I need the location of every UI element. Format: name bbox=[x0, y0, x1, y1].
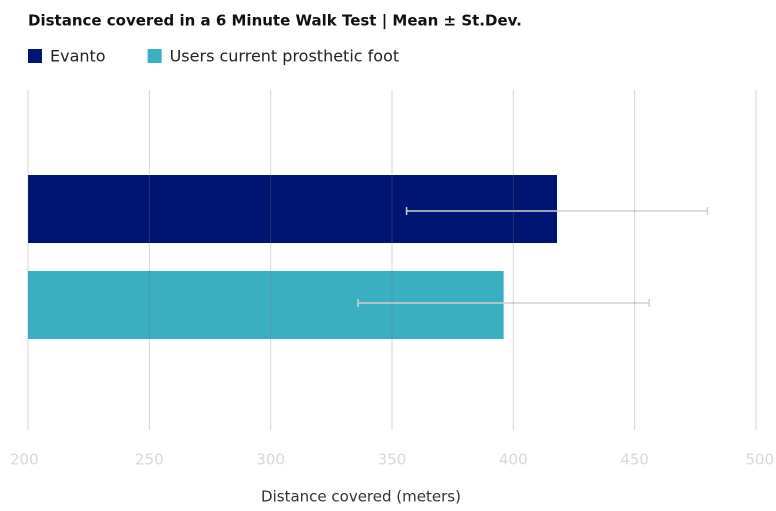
x-axis-label: Distance covered (meters) bbox=[261, 488, 461, 506]
x-tick-label: 350 bbox=[378, 451, 407, 469]
legend-swatch bbox=[147, 49, 162, 63]
legend-label: Users current prosthetic foot bbox=[170, 47, 400, 66]
legend-label: Evanto bbox=[50, 47, 106, 66]
x-tick-label: 250 bbox=[135, 451, 164, 469]
x-tick-label: 400 bbox=[499, 451, 528, 469]
error-bar bbox=[405, 207, 709, 215]
error-bar bbox=[357, 299, 650, 307]
x-tick-label: 200 bbox=[10, 451, 39, 469]
bar bbox=[28, 271, 504, 339]
chart-title: Distance covered in a 6 Minute Walk Test… bbox=[28, 12, 522, 31]
x-tick-label: 500 bbox=[745, 451, 774, 469]
legend-swatch bbox=[28, 49, 42, 63]
x-tick-label: 300 bbox=[256, 451, 285, 469]
x-tick-label: 450 bbox=[620, 451, 649, 469]
bar bbox=[28, 175, 558, 243]
